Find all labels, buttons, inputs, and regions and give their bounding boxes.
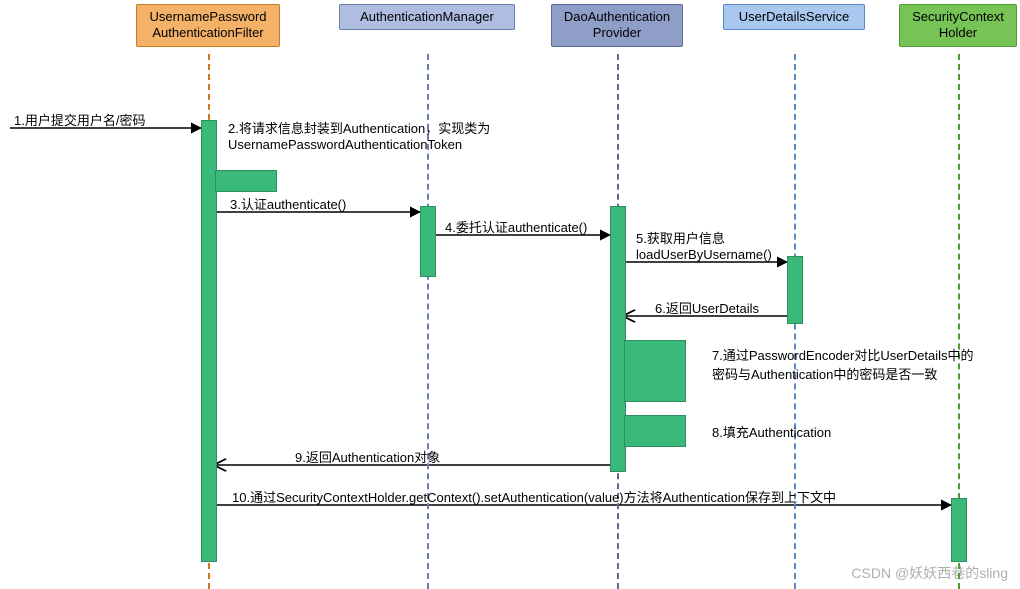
activation-holder-7 [951, 498, 967, 562]
message-6: 6.返回UserDetails [655, 298, 759, 317]
message-2: 2.将请求信息封装到Authentication，实现类为UsernamePas… [228, 118, 490, 152]
activation-manager-2 [420, 206, 436, 277]
message-5: 5.获取用户信息loadUserByUsername() [636, 228, 772, 262]
actor-uds: UserDetailsService [723, 4, 865, 30]
actor-holder: SecurityContextHolder [899, 4, 1017, 47]
activation-dao-4 [624, 340, 686, 402]
actor-filter: UsernamePasswordAuthenticationFilter [136, 4, 280, 47]
message-10: 10.通过SecurityContextHolder.getContext().… [232, 487, 836, 506]
message-3: 3.认证authenticate() [230, 194, 346, 213]
activation-uds-6 [787, 256, 803, 324]
activation-dao-5 [624, 415, 686, 447]
message-4: 4.委托认证authenticate() [445, 217, 587, 236]
message-9: 9.返回Authentication对象 [295, 447, 440, 466]
actor-manager: AuthenticationManager [339, 4, 515, 30]
message-1: 1.用户提交用户名/密码 [14, 110, 145, 129]
message-8: 8.填充Authentication [712, 422, 831, 441]
actor-dao: DaoAuthenticationProvider [551, 4, 683, 47]
watermark: CSDN @妖妖西巷的sling [851, 563, 1008, 583]
sequence-diagram: CSDN @妖妖西巷的sling UsernamePasswordAuthent… [0, 0, 1020, 589]
message-7: 7.通过PasswordEncoder对比UserDetails中的密码与Aut… [712, 345, 974, 383]
activation-filter-1 [215, 170, 277, 192]
